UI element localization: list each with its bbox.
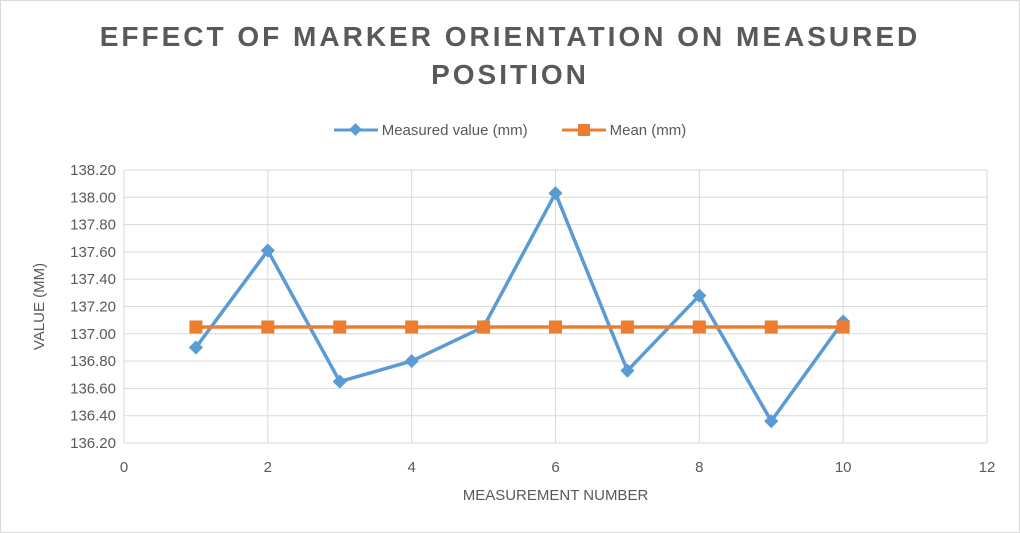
data-point-mean: [692, 320, 706, 334]
y-tick-label: 136.20: [70, 435, 116, 452]
data-point-measured: [188, 340, 203, 355]
data-point-measured: [404, 354, 419, 369]
y-tick-label: 137.00: [70, 326, 116, 343]
y-axis-label: VALUE (MM): [31, 263, 48, 350]
data-point-measured: [620, 363, 635, 378]
x-tick-label: 2: [264, 459, 272, 476]
y-tick-label: 137.60: [70, 244, 116, 261]
data-point-mean: [405, 320, 419, 334]
legend: Measured value (mm) Mean (mm): [0, 118, 1020, 142]
x-tick-label: 8: [695, 459, 703, 476]
data-point-mean: [764, 320, 778, 334]
y-tick-label: 137.40: [70, 271, 116, 288]
y-tick-label: 137.80: [70, 217, 116, 234]
data-point-measured: [260, 243, 275, 258]
data-point-measured: [548, 186, 563, 201]
y-tick-label: 138.00: [70, 189, 116, 206]
series-line-0: [194, 191, 845, 423]
x-axis-label: MEASUREMENT NUMBER: [463, 487, 649, 504]
x-tick-label: 4: [407, 459, 415, 476]
data-point-measured: [692, 288, 707, 303]
x-tick-label: 10: [835, 459, 852, 476]
y-tick-label: 136.60: [70, 380, 116, 397]
x-tick-label: 0: [120, 459, 128, 476]
legend-marker-mean: [561, 124, 606, 136]
data-point-mean: [620, 320, 634, 334]
y-tick-label: 136.40: [70, 408, 116, 425]
data-point-mean: [477, 320, 491, 334]
legend-marker-measured: [333, 123, 378, 136]
legend-label-measured: Measured value (mm): [381, 121, 528, 139]
data-point-mean: [333, 320, 347, 334]
y-tick-label: 138.20: [70, 162, 116, 179]
data-point-mean: [189, 320, 203, 334]
legend-label-mean: Mean (mm): [609, 121, 687, 139]
data-point-measured: [332, 374, 347, 389]
x-tick-label: 12: [979, 459, 996, 476]
y-tick-label: 136.80: [70, 353, 116, 370]
legend-item-measured: Measured value (mm): [333, 121, 528, 139]
y-tick-label: 137.20: [70, 299, 116, 316]
data-point-measured: [764, 414, 779, 429]
data-point-mean: [836, 320, 850, 334]
x-tick-label: 6: [551, 459, 559, 476]
legend-item-mean: Mean (mm): [561, 121, 687, 139]
data-point-mean: [549, 320, 562, 334]
chart-title: EFFECT OF MARKER ORIENTATION ON MEASURED…: [99, 21, 921, 90]
data-point-mean: [261, 320, 275, 334]
